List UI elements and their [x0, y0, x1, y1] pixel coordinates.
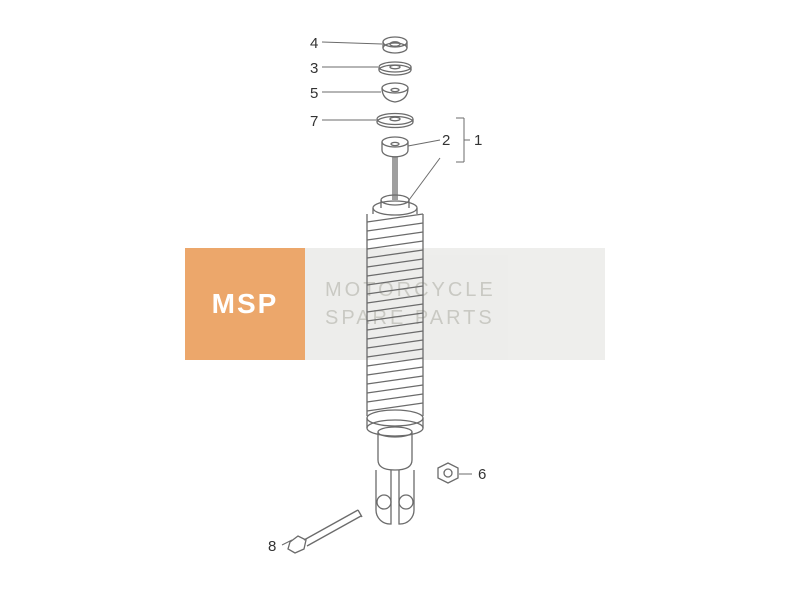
flat-washer-icon [379, 62, 411, 75]
callout-6: 6 [478, 466, 486, 483]
hex-nut-icon [438, 463, 458, 483]
shock-absorber-diagram [0, 0, 800, 600]
callout-8: 8 [268, 538, 276, 555]
callout-1: 1 [474, 132, 482, 149]
callout-7: 7 [310, 113, 318, 130]
lock-nut-icon [383, 37, 407, 53]
callout-4: 4 [310, 35, 318, 52]
mounting-bolt-icon [288, 510, 362, 553]
callout-5: 5 [310, 85, 318, 102]
rubber-bushing-icon [382, 83, 408, 102]
callout-2: 2 [442, 132, 450, 149]
upper-bushing-icon [382, 137, 408, 157]
cup-washer-icon [377, 114, 413, 128]
callout-3: 3 [310, 60, 318, 77]
shock-bottom-mount [367, 410, 423, 524]
coil-spring [367, 214, 423, 416]
